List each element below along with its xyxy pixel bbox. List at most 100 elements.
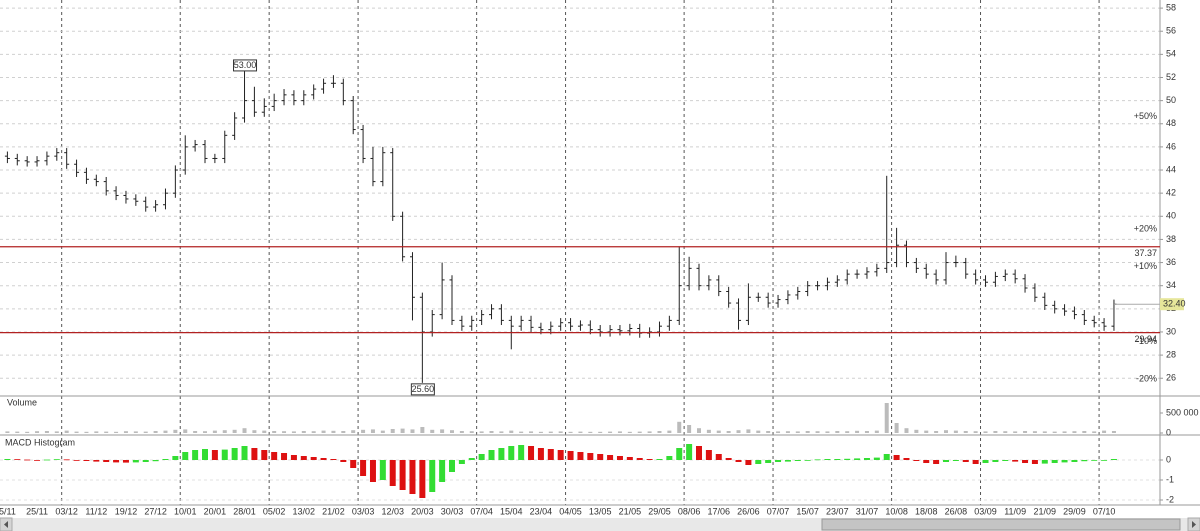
- y-tick-label: 40: [1166, 211, 1176, 221]
- x-tick-label: 10/01: [174, 506, 197, 516]
- macd-bar: [577, 452, 584, 460]
- macd-bar: [122, 460, 129, 463]
- macd-bar: [360, 460, 367, 476]
- macd-bar: [389, 460, 396, 486]
- volume-bar: [766, 431, 771, 433]
- x-tick-label: 04/05: [559, 506, 582, 516]
- macd-bar: [1101, 460, 1108, 461]
- y-tick-label: 26: [1166, 373, 1176, 383]
- macd-bar: [152, 460, 159, 462]
- volume-bar: [104, 431, 109, 433]
- x-tick-label: 10/08: [885, 506, 908, 516]
- volume-bar: [35, 431, 40, 433]
- macd-bar: [439, 460, 446, 482]
- y-tick-label: 48: [1166, 118, 1176, 128]
- macd-bar: [202, 449, 208, 460]
- macd-bar: [1012, 460, 1019, 462]
- volume-bar: [311, 431, 316, 433]
- volume-bar: [252, 430, 257, 433]
- macd-bar: [755, 460, 762, 464]
- macd-bar: [251, 448, 258, 460]
- arrow-icon: [4, 521, 8, 528]
- x-tick-label: 5/11: [0, 506, 16, 516]
- volume-bar: [884, 403, 889, 433]
- volume-bar: [963, 431, 968, 433]
- level-label: 29.94: [1134, 334, 1157, 344]
- macd-bar: [83, 460, 90, 461]
- macd-bar: [478, 454, 485, 460]
- volume-bar: [380, 430, 385, 433]
- y-tick-label: 0: [1166, 427, 1171, 437]
- volume-bar: [805, 431, 810, 433]
- x-tick-label: 29/05: [648, 506, 671, 516]
- volume-bar: [114, 431, 119, 433]
- volume-bar: [855, 430, 860, 433]
- volume-bar: [736, 430, 741, 433]
- volume-bar: [212, 430, 217, 433]
- x-tick-label: 30/03: [441, 506, 464, 516]
- volume-bar: [331, 430, 336, 433]
- macd-bar: [182, 452, 189, 460]
- y-tick-label: 28: [1166, 349, 1176, 359]
- volume-bar: [469, 431, 474, 433]
- macd-bar: [211, 450, 218, 460]
- volume-bar: [914, 429, 919, 433]
- macd-bar: [1110, 459, 1117, 460]
- macd-bar: [765, 460, 772, 463]
- x-tick-label: 23/04: [530, 506, 553, 516]
- macd-bar: [873, 457, 880, 460]
- macd-bar: [221, 449, 228, 460]
- volume-bar: [953, 430, 958, 433]
- macd-bar: [923, 460, 930, 463]
- macd-bar: [330, 459, 337, 460]
- volume-bar: [647, 431, 652, 433]
- y-tick-label: 44: [1166, 164, 1176, 174]
- macd-bar: [192, 450, 199, 460]
- volume-bar: [578, 431, 583, 433]
- volume-bar: [756, 430, 761, 433]
- volume-bar: [301, 431, 306, 433]
- macd-bar: [775, 460, 782, 462]
- macd-bar: [4, 459, 11, 460]
- volume-bar: [687, 425, 692, 433]
- volume-bar: [94, 431, 99, 433]
- macd-bar: [1022, 460, 1029, 463]
- volume-bar: [1082, 431, 1087, 433]
- volume-bar: [291, 431, 296, 433]
- volume-bar: [232, 429, 237, 433]
- macd-bar: [557, 450, 564, 460]
- macd-bar: [636, 458, 643, 460]
- volume-bar: [667, 430, 672, 433]
- macd-bar: [962, 460, 969, 462]
- y-tick-label: 0: [1166, 454, 1171, 464]
- volume-bar: [262, 430, 267, 433]
- volume-bar: [617, 431, 622, 433]
- y-tick-label: 36: [1166, 257, 1176, 267]
- macd-bar: [1031, 460, 1038, 464]
- percent-label: -20%: [1136, 374, 1157, 384]
- macd-bar: [320, 458, 327, 460]
- volume-bar: [479, 431, 484, 433]
- macd-bar: [547, 449, 554, 460]
- macd-bar: [784, 460, 791, 462]
- scroll-thumb[interactable]: [821, 518, 1181, 531]
- annotation-box: [233, 59, 258, 72]
- macd-bar: [804, 460, 811, 461]
- macd-bar: [686, 444, 693, 460]
- macd-bar: [715, 454, 722, 460]
- volume-bar: [706, 429, 711, 433]
- percent-label: +50%: [1134, 111, 1157, 121]
- macd-bar: [528, 446, 535, 460]
- macd-bar: [992, 460, 999, 462]
- scrollbar[interactable]: [0, 517, 1200, 531]
- macd-bar: [794, 460, 801, 461]
- x-tick-label: 28/01: [233, 506, 256, 516]
- volume-bar: [538, 431, 543, 433]
- macd-bar: [646, 459, 653, 460]
- volume-bar: [1111, 431, 1116, 433]
- x-tick-label: 21/09: [1034, 506, 1057, 516]
- macd-bar: [142, 460, 149, 462]
- volume-bar: [509, 430, 514, 433]
